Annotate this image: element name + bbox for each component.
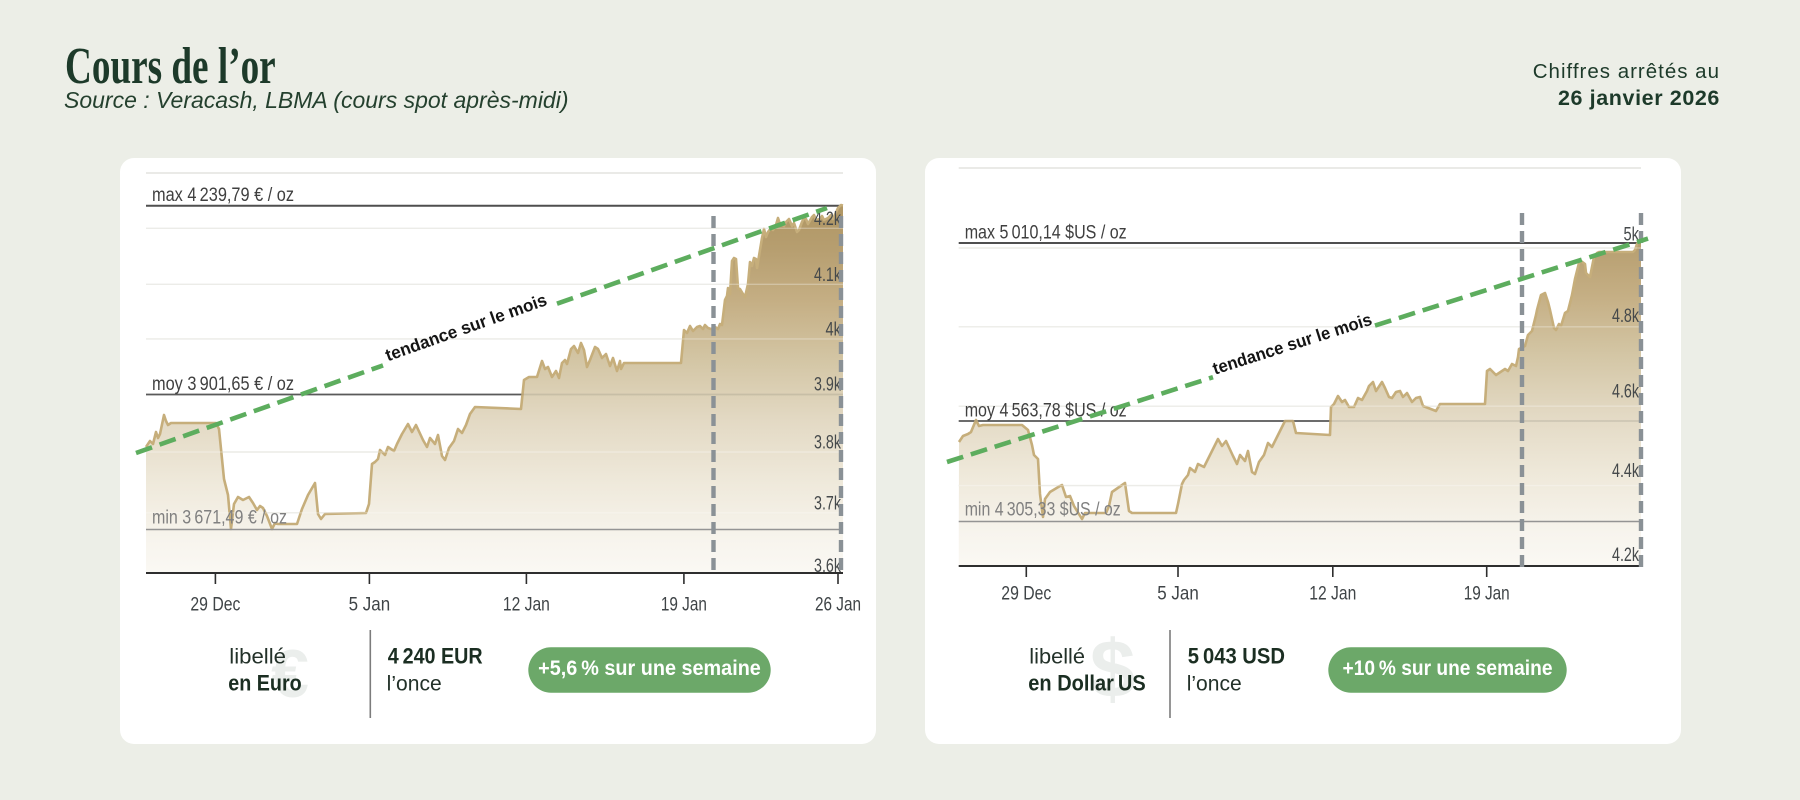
svg-text:5 Jan: 5 Jan [1157,583,1199,605]
svg-text:max 5 010,14 $US / oz: max 5 010,14 $US / oz [965,223,1127,244]
svg-text:l’once: l’once [1187,672,1242,695]
svg-text:12 Jan: 12 Jan [503,594,550,616]
svg-text:5 Jan: 5 Jan [349,594,391,616]
svg-text:19 Jan: 19 Jan [661,594,707,616]
svg-text:4.1k: 4.1k [814,265,841,286]
svg-text:26 Jan: 26 Jan [815,594,861,616]
svg-text:min 4 305,33 $US / oz: min 4 305,33 $US / oz [965,500,1121,521]
svg-text:moy 4 563,78 $US / oz: moy 4 563,78 $US / oz [965,401,1127,422]
svg-text:5 043 USD: 5 043 USD [1188,643,1285,668]
svg-text:4.2k: 4.2k [814,209,841,230]
svg-text:+10 % sur une semaine: +10 % sur une semaine [1343,657,1553,680]
svg-text:en Dollar US: en Dollar US [1028,670,1145,695]
svg-text:+5,6 % sur une semaine: +5,6 % sur une semaine [538,657,761,680]
svg-text:12 Jan: 12 Jan [1309,583,1356,605]
svg-text:29 Dec: 29 Dec [1001,583,1051,605]
svg-text:libellé: libellé [1029,645,1085,668]
svg-text:3.8k: 3.8k [814,433,841,454]
svg-text:€: € [271,636,309,712]
svg-text:tendance sur le mois: tendance sur le mois [1210,309,1374,379]
svg-text:3.7k: 3.7k [814,494,841,515]
svg-text:4 240 EUR: 4 240 EUR [388,643,483,668]
svg-text:29 Dec: 29 Dec [190,594,240,616]
svg-text:4.6k: 4.6k [1612,381,1639,402]
svg-text:min 3 671,49 € / oz: min 3 671,49 € / oz [152,508,287,529]
svg-text:3.6k: 3.6k [814,556,841,577]
svg-text:max 4 239,79 € / oz: max 4 239,79 € / oz [152,185,294,206]
svg-text:moy 3 901,65 € / oz: moy 3 901,65 € / oz [152,374,294,395]
svg-text:4k: 4k [826,320,842,341]
svg-text:libellé: libellé [229,645,286,668]
svg-text:19 Jan: 19 Jan [1464,583,1510,605]
svg-text:en Euro: en Euro [228,670,301,695]
svg-text:4.2k: 4.2k [1612,545,1639,566]
svg-text:4.4k: 4.4k [1612,461,1639,482]
svg-text:$: $ [1090,624,1136,715]
svg-text:tendance sur le mois: tendance sur le mois [383,289,550,365]
svg-text:3.9k: 3.9k [814,375,841,396]
svg-text:4.8k: 4.8k [1612,306,1639,327]
svg-text:l’once: l’once [387,672,442,695]
svg-text:5k: 5k [1624,225,1640,246]
